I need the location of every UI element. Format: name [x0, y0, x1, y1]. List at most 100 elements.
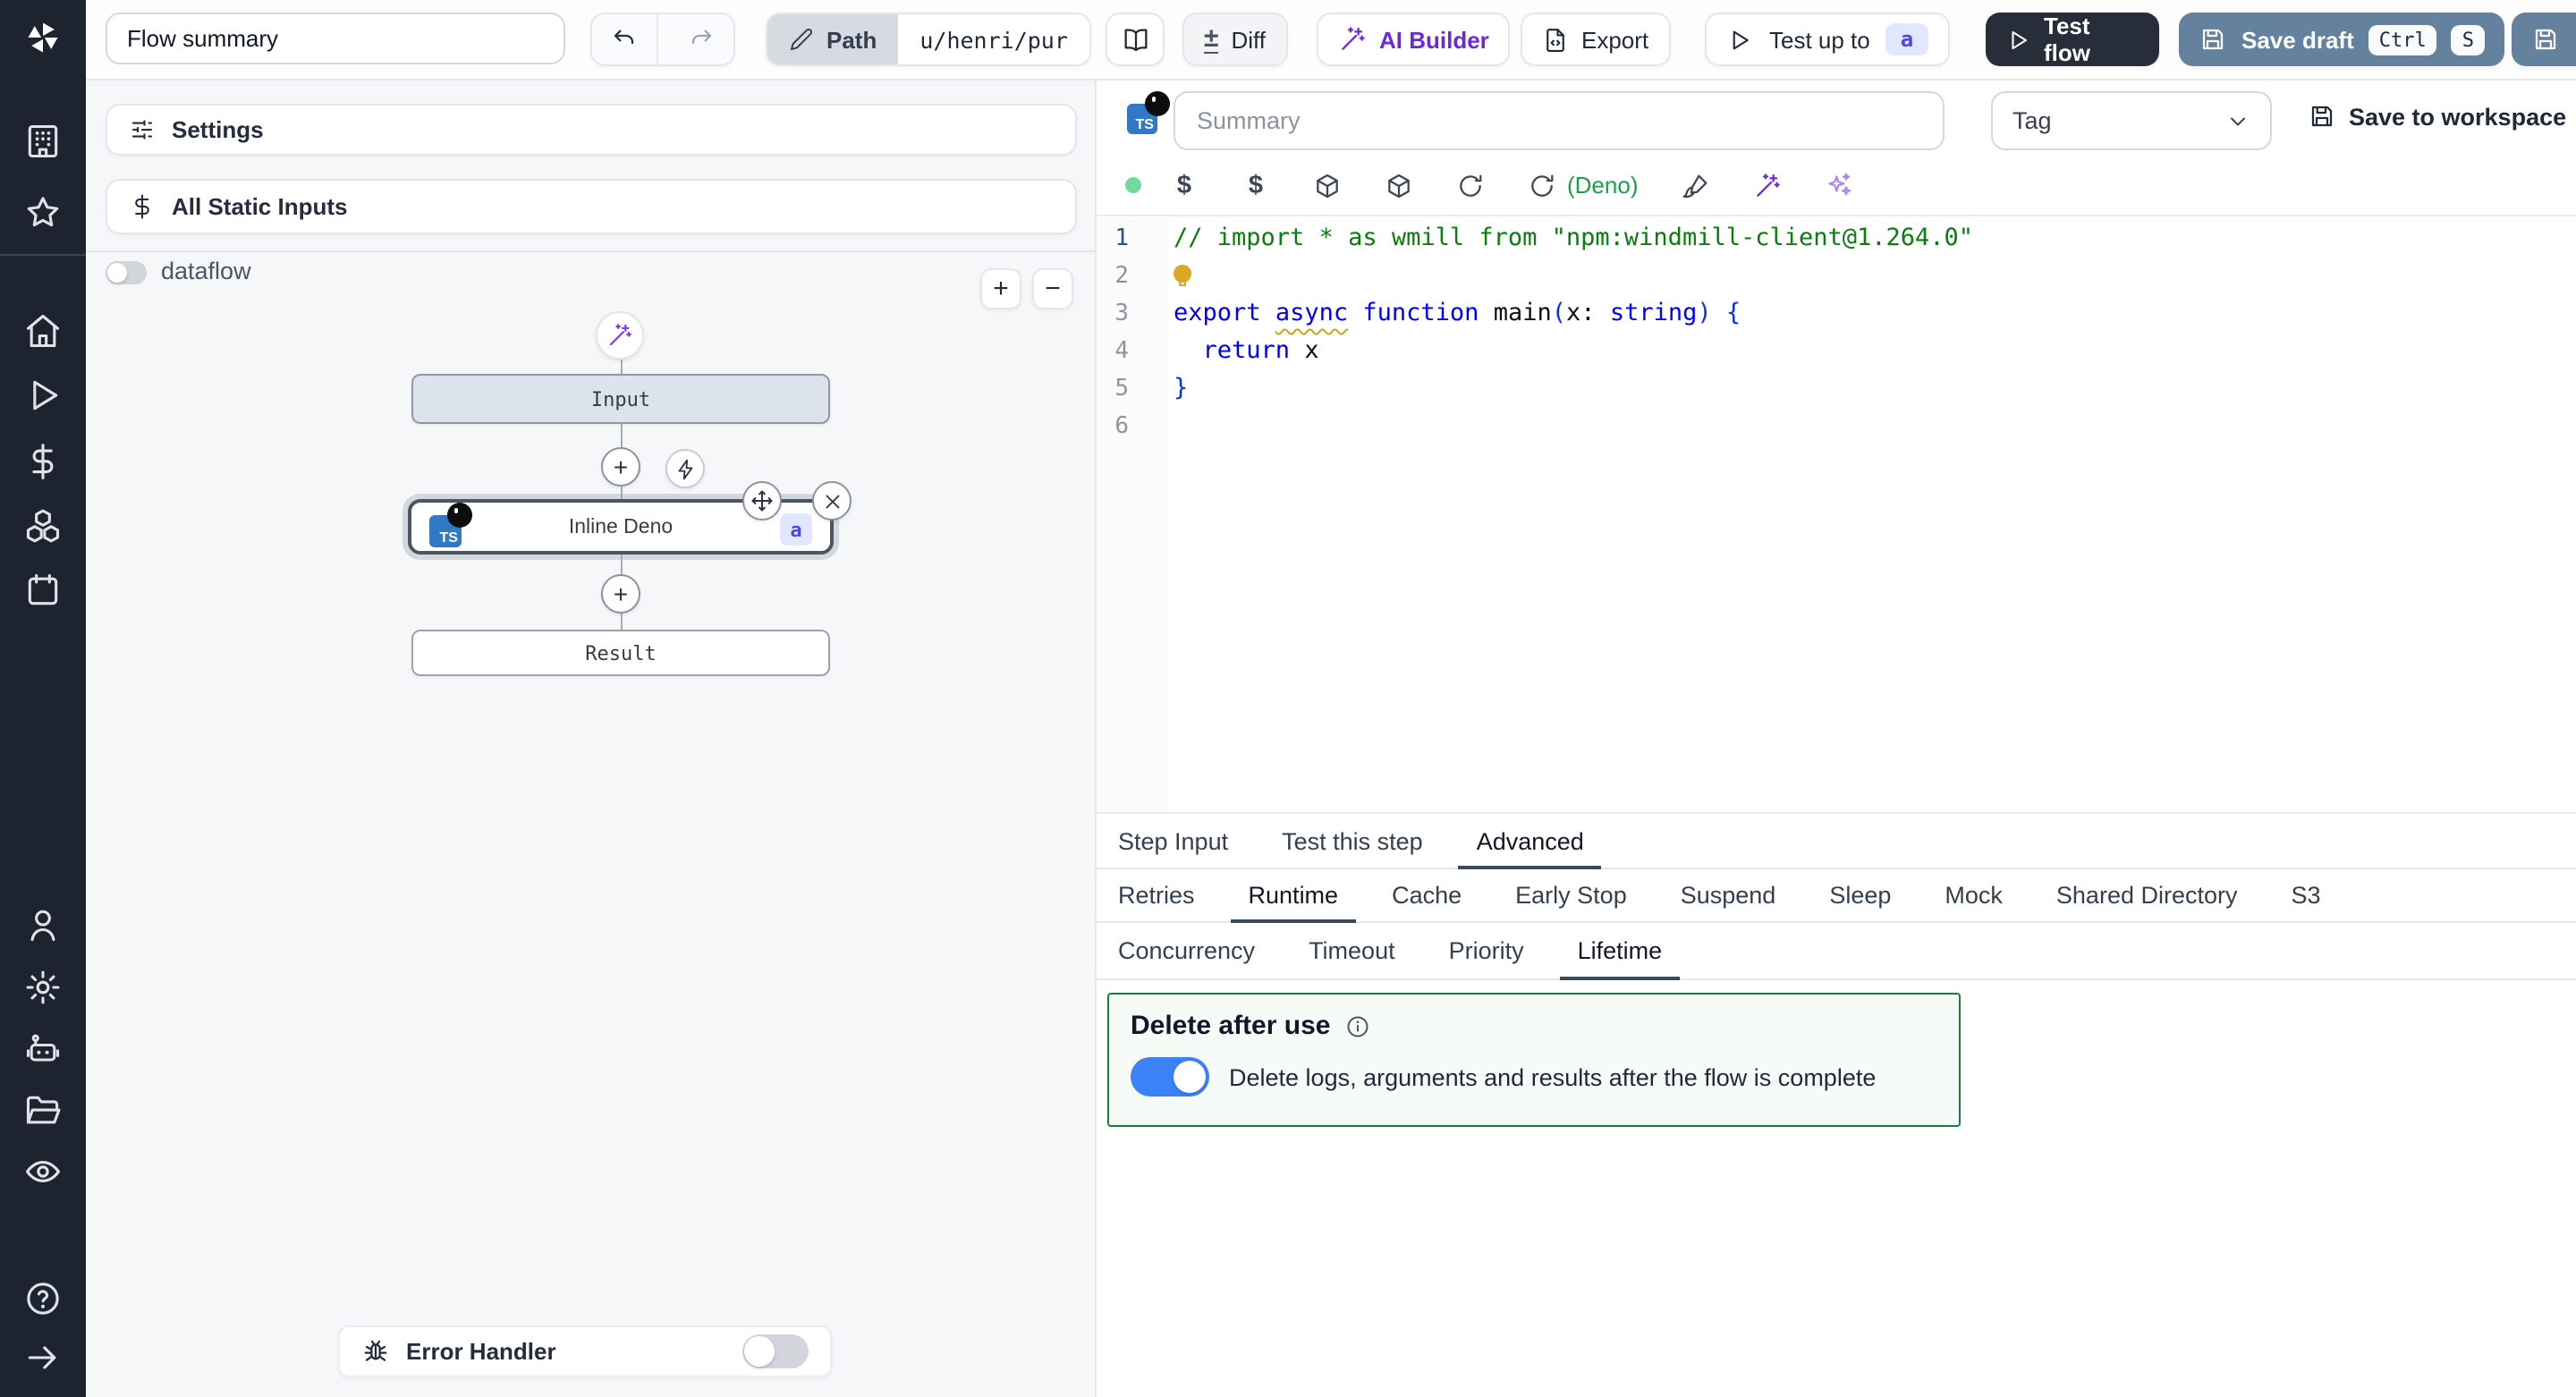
- export-button[interactable]: Export: [1521, 13, 1671, 66]
- runtime-tabs: Concurrency Timeout Priority Lifetime: [1097, 923, 2576, 980]
- delete-after-use-title: Delete after use: [1131, 1011, 1331, 1041]
- home-icon[interactable]: [23, 311, 63, 351]
- resources-icon[interactable]: [23, 506, 63, 546]
- flow-settings-button[interactable]: Settings: [106, 104, 1077, 156]
- deploy-button[interactable]: [2512, 13, 2576, 66]
- insert-step-button[interactable]: +: [601, 574, 640, 614]
- save-to-workspace-button[interactable]: Save to workspace: [2308, 102, 2566, 131]
- resources-dollar-icon[interactable]: $: [1248, 171, 1264, 199]
- test-flow-button[interactable]: Test flow: [1986, 13, 2159, 66]
- windmill-logo-icon[interactable]: [23, 18, 63, 57]
- users-icon[interactable]: [23, 905, 63, 944]
- advanced-tab[interactable]: Cache: [1392, 881, 1462, 908]
- graph-node-input[interactable]: Input: [411, 374, 830, 424]
- trigger-bolt-button[interactable]: [665, 449, 705, 488]
- magic-wand-icon: [609, 324, 631, 346]
- book-open-icon: [1123, 29, 1147, 52]
- step-summary-input[interactable]: [1174, 91, 1945, 150]
- zoom-in-button[interactable]: +: [980, 268, 1021, 309]
- code-lines[interactable]: // import * as wmill from "npm:windmill-…: [1174, 224, 1974, 402]
- help-icon[interactable]: [23, 1279, 63, 1318]
- flow-summary-input[interactable]: [106, 13, 565, 64]
- step-id-badge: a: [1885, 23, 1928, 55]
- language-indicator: (Deno): [1567, 172, 1639, 199]
- redo-button[interactable]: [670, 14, 733, 64]
- undo-button[interactable]: [592, 14, 657, 64]
- step-id-badge: a: [780, 513, 812, 546]
- info-icon[interactable]: [1344, 1013, 1369, 1038]
- schedules-icon[interactable]: [23, 571, 63, 610]
- graph-edge: [621, 360, 623, 374]
- advanced-tab[interactable]: Sleep: [1829, 881, 1892, 908]
- workspace-icon[interactable]: [23, 122, 63, 161]
- editor-toolbar: $ $ (Deno): [1097, 156, 2576, 272]
- variables-icon[interactable]: $: [1176, 171, 1192, 199]
- ai-wand-icon[interactable]: [1753, 171, 1782, 199]
- advanced-tab[interactable]: Retries: [1118, 881, 1195, 908]
- sparkles-icon[interactable]: [1825, 171, 1853, 199]
- package-icon[interactable]: [1313, 171, 1342, 199]
- error-handler-card[interactable]: Error Handler: [338, 1325, 832, 1377]
- ai-builder-button[interactable]: AI Builder: [1317, 13, 1511, 66]
- reload-lang-icon[interactable]: [1528, 171, 1556, 199]
- magic-wand-icon: [1342, 27, 1365, 50]
- settings-gear-icon[interactable]: [23, 968, 63, 1007]
- all-static-inputs-label: All Static Inputs: [172, 193, 348, 220]
- play-icon: [2012, 30, 2027, 49]
- test-up-to-button[interactable]: Test up to a: [1705, 13, 1950, 66]
- advanced-tab[interactable]: Suspend: [1680, 881, 1776, 908]
- sidebar: [0, 0, 86, 1397]
- zoom-out-button[interactable]: −: [1032, 268, 1073, 309]
- runtime-tab[interactable]: Lifetime: [1556, 923, 1684, 980]
- delete-after-use-toggle[interactable]: [1131, 1057, 1209, 1096]
- runtime-tab[interactable]: Timeout: [1309, 937, 1395, 964]
- dataflow-toggle[interactable]: [106, 261, 147, 284]
- tag-select[interactable]: Tag: [1991, 91, 2272, 150]
- step-tabs: Step Input Test this step Advanced: [1097, 812, 2576, 869]
- pencil-icon: [790, 28, 813, 51]
- advanced-tab[interactable]: Early Stop: [1515, 881, 1627, 908]
- error-handler-toggle[interactable]: [742, 1334, 809, 1368]
- delete-step-button[interactable]: [812, 481, 852, 521]
- format-brush-icon[interactable]: [1682, 171, 1710, 199]
- workers-robot-icon[interactable]: [23, 1030, 63, 1070]
- diff-button[interactable]: ± Diff: [1182, 13, 1287, 66]
- move-step-button[interactable]: [742, 481, 782, 521]
- package-icon[interactable]: [1385, 171, 1413, 199]
- save-to-workspace-label: Save to workspace: [2349, 103, 2567, 130]
- advanced-tab[interactable]: Shared Directory: [2055, 881, 2238, 908]
- step-tab[interactable]: Advanced: [1455, 814, 1606, 869]
- test-flow-label: Test flow: [2044, 13, 2090, 66]
- advanced-tab[interactable]: Mock: [1945, 881, 2003, 908]
- audit-eye-icon[interactable]: [23, 1152, 63, 1191]
- expand-sidebar-arrow-icon[interactable]: [23, 1338, 63, 1377]
- kbd-s: S: [2451, 24, 2485, 55]
- reload-icon[interactable]: [1456, 171, 1485, 199]
- runtime-tab[interactable]: Concurrency: [1118, 937, 1256, 964]
- advanced-tab[interactable]: Runtime: [1227, 868, 1360, 923]
- ai-flow-wand-button[interactable]: [596, 311, 644, 360]
- folders-icon[interactable]: [23, 1091, 63, 1130]
- runtime-tab[interactable]: Priority: [1448, 937, 1524, 964]
- export-label: Export: [1581, 26, 1649, 53]
- topbar: Path u/henri/pur ± Diff AI Builder Expor…: [86, 0, 2576, 80]
- tag-select-value: Tag: [2012, 107, 2052, 134]
- favorites-star-icon[interactable]: [23, 193, 63, 233]
- diff-label: Diff: [1231, 26, 1266, 53]
- error-handler-label: Error Handler: [406, 1338, 556, 1365]
- variables-icon[interactable]: [23, 442, 63, 481]
- step-tab[interactable]: Step Input: [1118, 827, 1229, 854]
- advanced-tab[interactable]: S3: [2291, 881, 2321, 908]
- path-value: u/henri/pur: [898, 14, 1089, 64]
- docs-button[interactable]: [1106, 13, 1165, 66]
- graph-node-result[interactable]: Result: [411, 630, 830, 676]
- insert-step-button[interactable]: +: [601, 447, 640, 487]
- step-tab[interactable]: Test this step: [1282, 827, 1423, 854]
- input-node-label: Input: [590, 387, 651, 411]
- save-draft-button[interactable]: Save draft Ctrl S: [2179, 13, 2504, 66]
- path-button[interactable]: Path u/henri/pur: [766, 13, 1091, 66]
- runs-icon[interactable]: [23, 376, 63, 415]
- quickfix-lightbulb-icon: [1174, 264, 1191, 287]
- all-static-inputs-button[interactable]: All Static Inputs: [106, 179, 1077, 234]
